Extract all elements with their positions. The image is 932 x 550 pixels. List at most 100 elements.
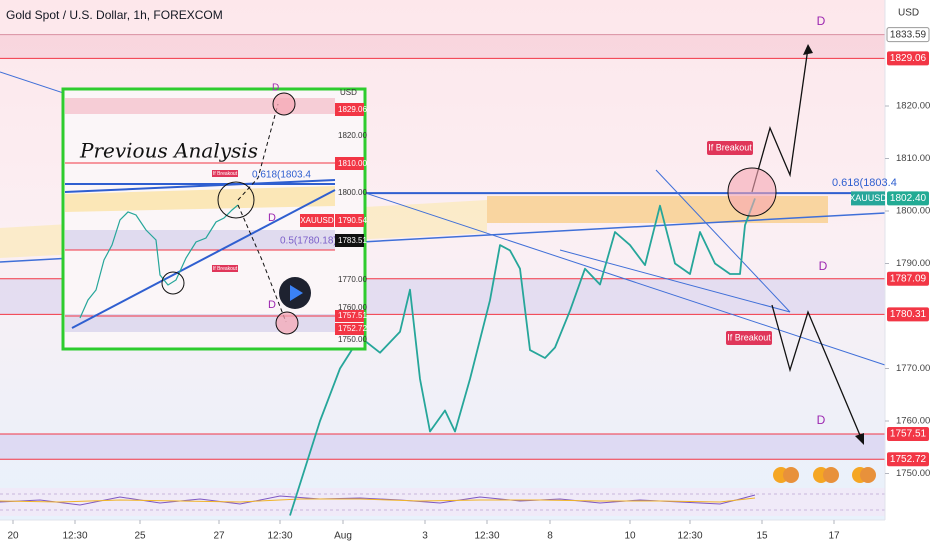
inset: Previous Analysis 0.618(1803.4 0.5(1780.… bbox=[61, 83, 367, 351]
rsi-ma bbox=[0, 497, 756, 503]
x-tick-label: Aug bbox=[334, 531, 352, 542]
inset-price bbox=[79, 204, 239, 319]
price-tag bbox=[886, 27, 930, 43]
inset-tag bbox=[335, 214, 364, 227]
note: D bbox=[817, 14, 826, 28]
rsi-pane bbox=[0, 488, 885, 516]
inset-band bbox=[65, 186, 335, 212]
channel-line bbox=[655, 169, 791, 313]
inset-circle bbox=[272, 92, 296, 116]
x-tick-label: 15 bbox=[756, 531, 768, 542]
y-tick-label: 1790.00 bbox=[896, 258, 930, 269]
y-tick-label: 1770.00 bbox=[896, 363, 930, 374]
inset-note: D bbox=[272, 83, 279, 94]
x-tick-label: 12:30 bbox=[677, 531, 702, 542]
inset-projection bbox=[237, 103, 279, 201]
price-tag bbox=[887, 307, 929, 322]
inset-fib-label: 0.5(1780.18) bbox=[280, 236, 337, 247]
inset-zone bbox=[65, 98, 335, 114]
symbol-tag-label: XAUUSD bbox=[849, 193, 887, 203]
price-tag-label: 1752.72 bbox=[890, 454, 927, 465]
x-tick-label: 12:30 bbox=[62, 531, 87, 542]
inset-price-tag: XAUUSD bbox=[300, 216, 334, 225]
projection-down bbox=[771, 304, 863, 441]
event-icon[interactable] bbox=[783, 467, 799, 483]
arrow-head bbox=[855, 433, 864, 445]
y-tick-label: 1820.00 bbox=[896, 101, 930, 112]
x-tick-label: 12:30 bbox=[474, 531, 499, 542]
projection-up bbox=[751, 47, 809, 193]
price-tag-label: 1802.40 bbox=[890, 193, 927, 204]
inset-tag bbox=[300, 214, 334, 227]
note-box bbox=[726, 331, 772, 345]
inset-title: Previous Analysis bbox=[79, 139, 258, 163]
inset-note: If Breakout bbox=[213, 171, 238, 177]
price-tag bbox=[887, 51, 929, 66]
x-tick-label: 25 bbox=[134, 531, 146, 542]
price-tag-label: 1829.06 bbox=[890, 53, 927, 64]
price-line bbox=[289, 198, 756, 516]
price-tag-label: 1780.31 bbox=[890, 309, 927, 320]
inset-note-box bbox=[212, 170, 238, 177]
inset-zone bbox=[65, 314, 335, 332]
arrow-head bbox=[803, 44, 813, 55]
inset-note: If Breakout bbox=[213, 266, 238, 272]
y-axis-label: USD bbox=[898, 8, 919, 19]
y-tick-label: 1760.00 bbox=[896, 416, 930, 427]
inset-tag bbox=[335, 234, 364, 247]
zone bbox=[0, 34, 885, 59]
y-tick-label: 1810.00 bbox=[896, 153, 930, 164]
note: D bbox=[817, 413, 826, 427]
event-icons bbox=[773, 467, 876, 483]
x-tick-label: 20 bbox=[7, 531, 19, 542]
note: If Breakout bbox=[727, 332, 771, 342]
symbol-tag bbox=[851, 191, 885, 206]
inset-note-box bbox=[212, 265, 238, 272]
inset-axis-label: 1750.00 bbox=[338, 335, 367, 344]
inset-tag bbox=[335, 310, 364, 322]
fib-label: 0.618(1803.4 bbox=[832, 177, 897, 189]
x-tick-label: 10 bbox=[624, 531, 636, 542]
event-icon[interactable] bbox=[860, 467, 876, 483]
inset-trend bbox=[71, 189, 336, 329]
inset-axis-label: 1752.72 bbox=[338, 324, 367, 333]
play-icon bbox=[290, 285, 303, 301]
price-tag bbox=[887, 452, 929, 467]
inset-tag bbox=[335, 103, 364, 116]
inset-axis-label: 1790.54 bbox=[338, 216, 367, 225]
inset-fib-label: 0.618(1803.4 bbox=[252, 170, 311, 181]
x-tick-label: 3 bbox=[422, 531, 428, 542]
note-box bbox=[707, 141, 753, 155]
channel-line bbox=[559, 249, 791, 313]
price-tag-label: 1757.51 bbox=[890, 429, 927, 440]
event-icon[interactable] bbox=[823, 467, 839, 483]
note: If Breakout bbox=[708, 142, 752, 152]
price-tag bbox=[887, 427, 929, 442]
y-tick-label: 1750.00 bbox=[896, 468, 930, 479]
inset-axis-label: 1829.06 bbox=[338, 105, 367, 114]
inset-circle bbox=[217, 181, 255, 219]
inset-circle bbox=[275, 311, 299, 335]
price-tag-label: 1833.59 bbox=[890, 29, 927, 40]
inset-axis-label: 1770.00 bbox=[338, 275, 367, 284]
inset-axis-label: 1820.00 bbox=[338, 131, 367, 140]
inset-axis-label: USD bbox=[340, 88, 357, 97]
inset-note: D bbox=[268, 299, 276, 311]
price-tag bbox=[887, 271, 929, 286]
inset-axis-label: 1760.00 bbox=[338, 303, 367, 312]
inset-axis-label: 1800.00 bbox=[338, 188, 367, 197]
price-tag-label: 1787.09 bbox=[890, 273, 927, 284]
inset-circle bbox=[161, 271, 185, 295]
note: D bbox=[819, 259, 828, 273]
inset-note: D bbox=[268, 212, 276, 224]
inset-tag bbox=[335, 157, 364, 170]
x-tick-label: 8 bbox=[547, 531, 553, 542]
breakout-circle bbox=[727, 167, 777, 217]
price-tag bbox=[887, 191, 929, 206]
y-tick-label: 1800.00 bbox=[896, 206, 930, 217]
inset-axis-label: 1810.00 bbox=[338, 159, 367, 168]
inset-trend bbox=[64, 179, 336, 193]
time-axis bbox=[0, 520, 885, 550]
inset-tag bbox=[335, 323, 364, 335]
